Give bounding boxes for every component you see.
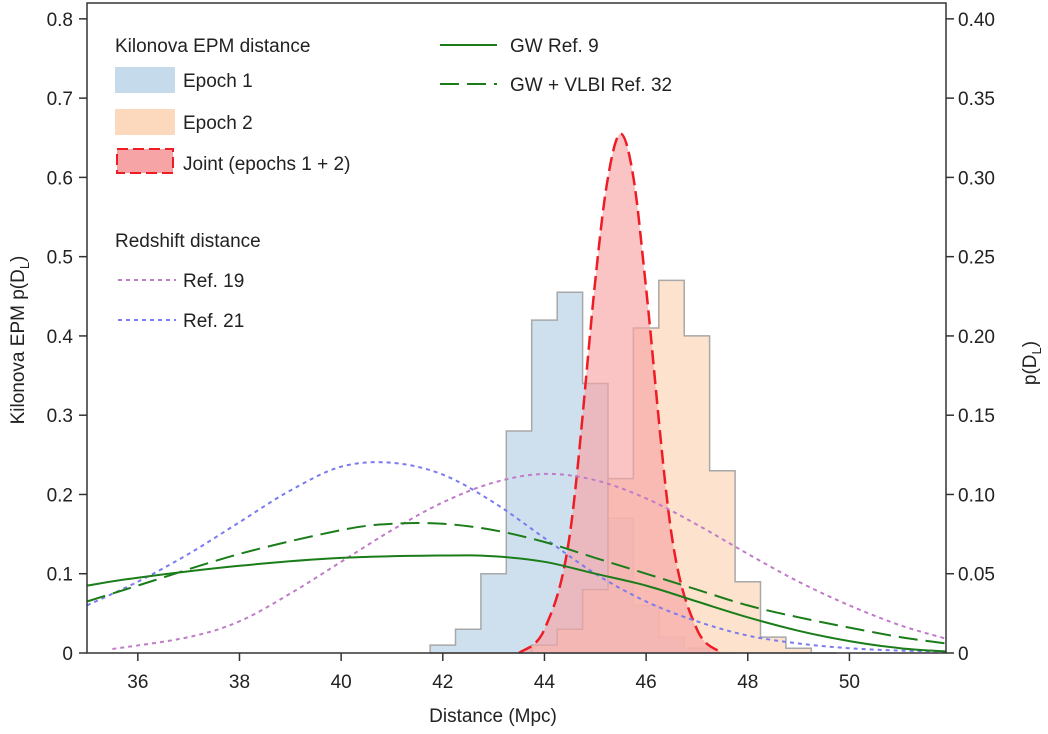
y-axis-right-title: p(DL) xyxy=(1020,341,1044,385)
y-right-tick-label: 0.15 xyxy=(958,406,995,427)
legend-ref21-label: Ref. 21 xyxy=(183,311,244,332)
legend-epoch2-swatch xyxy=(115,109,175,135)
legend-group-kilonova-title: Kilonova EPM distance xyxy=(115,36,310,57)
x-tick-label: 42 xyxy=(432,672,453,693)
y-right-tick-label: 0.05 xyxy=(958,565,995,586)
gw-curve xyxy=(86,554,947,653)
plot-frame xyxy=(86,2,947,654)
y-left-tick-label: 0.4 xyxy=(47,327,74,348)
y-right-tick-label: 0.20 xyxy=(958,327,995,348)
legend-epoch1-label: Epoch 1 xyxy=(183,71,253,92)
y-left-tick-label: 0 xyxy=(62,644,73,665)
ref19-curve xyxy=(112,472,947,650)
x-tick-label: 38 xyxy=(229,672,250,693)
joint-area xyxy=(519,133,723,654)
x-axis-title: Distance (Mpc) xyxy=(429,706,557,727)
y-right-tick-label: 0.25 xyxy=(958,248,995,269)
y-right-tick-label: 0 xyxy=(958,644,969,665)
legend-joint-label: Joint (epochs 1 + 2) xyxy=(183,154,350,175)
legend-gw-vlbi-label: GW + VLBI Ref. 32 xyxy=(510,75,672,96)
legend-gw-label: GW Ref. 9 xyxy=(510,36,599,57)
joint-outline xyxy=(518,132,724,655)
legend-group-redshift-title: Redshift distance xyxy=(115,231,261,252)
y-right-tick-label: 0.30 xyxy=(958,168,995,189)
ref21-curve xyxy=(86,461,947,653)
ticks-layer: 36 38 40 42 44 46 48 50 0 0.1 0.2 0.3 0.4 0.5 0.6 0.7 0.… xyxy=(47,10,995,693)
series-layer xyxy=(86,132,947,655)
y-left-tick-label: 0.7 xyxy=(47,89,73,110)
y-left-tick-label: 0.2 xyxy=(47,485,73,506)
legend-epoch2-label: Epoch 2 xyxy=(183,113,253,134)
x-tick-label: 46 xyxy=(636,672,657,693)
y-left-tick-label: 0.5 xyxy=(47,248,73,269)
x-tick-label: 48 xyxy=(737,672,758,693)
x-tick-label: 44 xyxy=(534,672,556,693)
x-tick-label: 36 xyxy=(127,672,148,693)
legend: Kilonova EPM distance Epoch 1 Epoch 2 Jo… xyxy=(115,36,672,332)
y-right-tick-label: 0.10 xyxy=(958,485,995,506)
legend-joint-swatch xyxy=(116,148,174,174)
legend-ref19-label: Ref. 19 xyxy=(183,271,244,292)
y-left-tick-label: 0.3 xyxy=(47,406,73,427)
legend-epoch1-swatch xyxy=(115,67,175,93)
gw-vlbi-curve xyxy=(86,521,947,645)
y-right-tick-label: 0.35 xyxy=(958,89,995,110)
y-left-tick-label: 0.1 xyxy=(47,565,73,586)
x-tick-label: 50 xyxy=(839,672,860,693)
x-tick-label: 40 xyxy=(331,672,352,693)
y-right-tick-label: 0.40 xyxy=(958,10,995,31)
y-left-tick-label: 0.6 xyxy=(47,168,73,189)
y-axis-left-title: Kilonova EPM p(DL) xyxy=(8,256,32,425)
y-left-tick-label: 0.8 xyxy=(47,10,73,31)
